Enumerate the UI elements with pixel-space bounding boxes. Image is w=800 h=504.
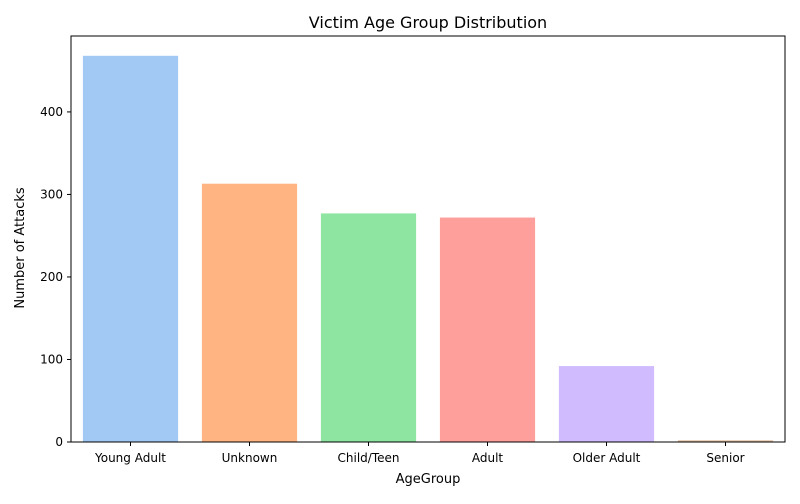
- bar-adult: [439, 217, 536, 442]
- x-axis-label: AgeGroup: [396, 472, 461, 487]
- y-tick-label: 0: [55, 435, 63, 449]
- y-tick-label: 100: [40, 352, 63, 366]
- bar-young-adult: [82, 55, 179, 443]
- chart-title: Victim Age Group Distribution: [309, 13, 547, 32]
- y-axis: 0 100 200 300 400: [40, 105, 71, 449]
- y-tick-label: 300: [40, 187, 63, 201]
- x-tick-label: Unknown: [222, 451, 278, 465]
- x-axis: Young Adult Unknown Child/Teen Adult Older A…: [94, 442, 745, 465]
- x-tick-label: Adult: [472, 451, 504, 465]
- y-tick-label: 200: [40, 270, 63, 284]
- bar-older-adult: [558, 366, 655, 442]
- bar-senior: [677, 440, 774, 442]
- y-tick-label: 400: [40, 105, 63, 119]
- plot-area: [82, 55, 774, 443]
- y-axis-label: Number of Attacks: [13, 187, 28, 309]
- x-tick-label: Older Adult: [573, 451, 641, 465]
- plot-frame: [70, 35, 786, 443]
- x-tick-label: Child/Teen: [338, 451, 400, 465]
- x-tick-label: Senior: [706, 451, 744, 465]
- x-tick-label: Young Adult: [94, 451, 166, 465]
- bar-child-teen: [320, 213, 417, 442]
- bar-unknown: [201, 183, 298, 443]
